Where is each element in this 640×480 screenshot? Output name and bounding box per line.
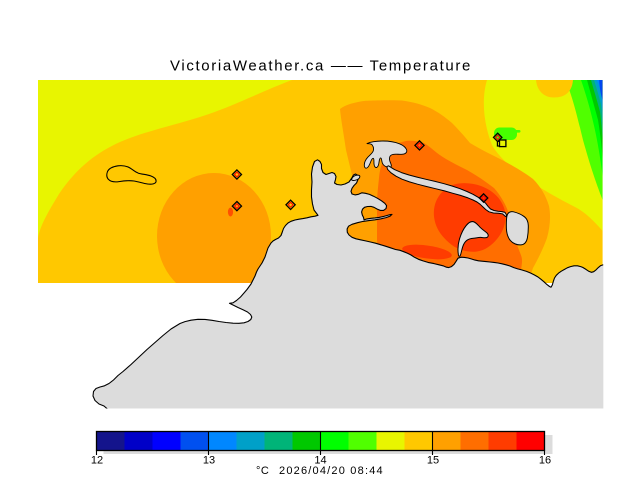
svg-text:16: 16 <box>539 455 551 467</box>
svg-text:12: 12 <box>91 455 103 467</box>
svg-text:VictoriaWeather.ca —— Temperat: VictoriaWeather.ca —— Temperature <box>170 58 472 75</box>
svg-text:2026/04/20 08:44: 2026/04/20 08:44 <box>279 465 384 477</box>
svg-text:15: 15 <box>427 455 439 467</box>
svg-text:13: 13 <box>203 455 215 467</box>
svg-text:14: 14 <box>314 455 326 467</box>
svg-text:°C: °C <box>256 465 269 477</box>
